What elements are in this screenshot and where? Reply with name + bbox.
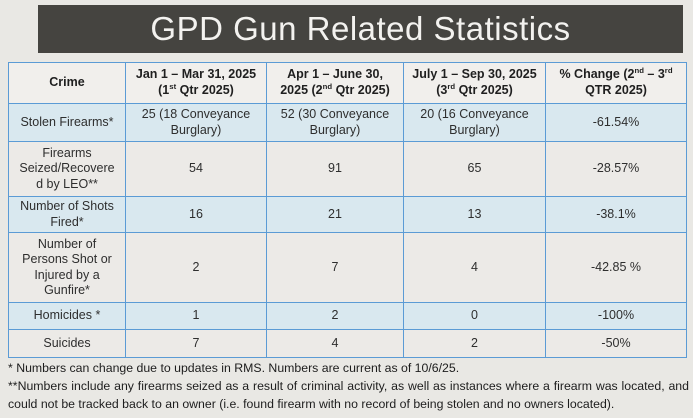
q2-cell: 52 (30 Conveyance Burglary) (266, 103, 404, 142)
footnotes: * Numbers can change due to updates in R… (8, 360, 689, 414)
change-cell: -61.54% (545, 103, 687, 142)
table-row: Homicides * 1 2 0 -100% (8, 302, 687, 331)
q1-cell: 16 (125, 195, 267, 234)
q2-cell: 7 (266, 232, 404, 304)
q1-cell: 2 (125, 232, 267, 304)
crime-cell: Suicides (8, 329, 126, 359)
crime-cell: Homicides * (8, 302, 126, 331)
table-row: Number of Persons Shot or Injured by a Gunf… (8, 232, 687, 304)
change-cell: -42.85 % (545, 232, 687, 304)
q2-cell: 91 (266, 141, 404, 197)
slide-title-bar: GPD Gun Related Statistics (38, 5, 683, 53)
table-row: Firearms Seized/Recovere d by LEO** 54 91 … (8, 141, 687, 197)
col-header-q1: Jan 1 – Mar 31, 2025 (1st Qtr 2025) (125, 62, 267, 104)
gun-statistics-table: Crime Jan 1 – Mar 31, 2025 (1st Qtr 2025)… (8, 62, 687, 359)
q1-cell: 25 (18 Conveyance Burglary) (125, 103, 267, 142)
q3-cell: 20 (16 Conveyance Burglary) (403, 103, 546, 142)
q3-cell: 0 (403, 302, 546, 331)
table-row: Suicides 7 4 2 -50% (8, 329, 687, 359)
table-header-row: Crime Jan 1 – Mar 31, 2025 (1st Qtr 2025)… (8, 62, 687, 104)
crime-cell: Firearms Seized/Recovere d by LEO** (8, 141, 126, 197)
col-header-change: % Change (2nd – 3rd QTR 2025) (545, 62, 687, 104)
slide-title: GPD Gun Related Statistics (150, 10, 571, 47)
q3-cell: 2 (403, 329, 546, 359)
q2-cell: 21 (266, 195, 404, 234)
q2-cell: 2 (266, 302, 404, 331)
change-cell: -100% (545, 302, 687, 331)
crime-cell: Number of Persons Shot or Injured by a Gunf… (8, 232, 126, 304)
q1-cell: 7 (125, 329, 267, 359)
col-header-crime: Crime (8, 62, 126, 104)
q3-cell: 65 (403, 141, 546, 197)
table-row: Stolen Firearms* 25 (18 Conveyance Burgla… (8, 103, 687, 142)
q3-cell: 13 (403, 195, 546, 234)
change-cell: -50% (545, 329, 687, 359)
q1-cell: 1 (125, 302, 267, 331)
col-header-q2: Apr 1 – June 30, 2025 (2nd Qtr 2025) (266, 62, 404, 104)
crime-cell: Stolen Firearms* (8, 103, 126, 142)
change-cell: -38.1% (545, 195, 687, 234)
q2-cell: 4 (266, 329, 404, 359)
crime-cell: Number of Shots Fired* (8, 195, 126, 234)
table-row: Number of Shots Fired* 16 21 13 -38.1% (8, 195, 687, 234)
q3-cell: 4 (403, 232, 546, 304)
q1-cell: 54 (125, 141, 267, 197)
footnote-rms: * Numbers can change due to updates in R… (8, 361, 460, 375)
change-cell: -28.57% (545, 141, 687, 197)
footnote-seized: **Numbers include any firearms seized as… (8, 379, 689, 411)
col-header-q3: July 1 – Sep 30, 2025 (3rd Qtr 2025) (403, 62, 546, 104)
